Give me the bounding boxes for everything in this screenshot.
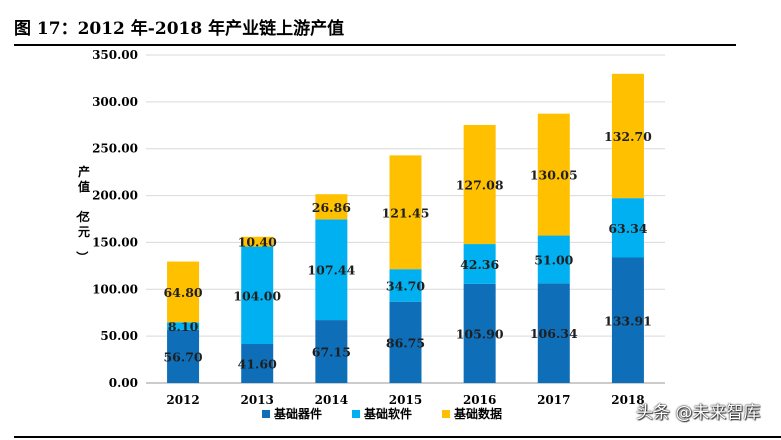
data-label: 106.34	[530, 326, 578, 341]
x-tick-label: 2018	[611, 393, 644, 407]
x-tick-label: 2015	[389, 393, 422, 407]
bar-segment	[315, 194, 348, 220]
data-label: 105.90	[456, 326, 504, 341]
data-label: 86.75	[386, 335, 425, 350]
legend-label: 基础软件	[363, 406, 412, 421]
bar-segment	[241, 246, 274, 345]
data-label: 51.00	[534, 252, 573, 267]
bar-segment	[463, 244, 496, 284]
legend-label: 基础数据	[453, 406, 502, 421]
bar-segment	[611, 257, 644, 383]
y-tick-label: 150.00	[92, 235, 138, 249]
data-label: 56.70	[163, 349, 202, 364]
title-bar: 图 17：2012 年-2018 年产业链上游产值	[0, 0, 781, 48]
bar-segment	[167, 329, 200, 383]
legend-swatch	[442, 410, 450, 418]
data-label: 34.70	[386, 278, 425, 293]
data-label: 127.08	[456, 178, 504, 193]
bar-segment	[463, 124, 496, 245]
bar-segment	[463, 283, 496, 383]
bar-segment	[315, 320, 348, 383]
x-tick-label: 2014	[315, 393, 348, 407]
data-label: 130.05	[530, 168, 578, 183]
x-tick-label: 2017	[537, 393, 570, 407]
bar-segment	[389, 301, 422, 383]
bar-segment	[611, 73, 644, 199]
y-tick-label: 200.00	[92, 189, 138, 203]
title-underline	[14, 44, 736, 46]
data-label: 41.60	[238, 357, 277, 372]
bar-segment	[611, 198, 644, 258]
data-label: 42.36	[460, 257, 499, 272]
bar-segment	[241, 344, 274, 383]
x-tick-label: 2016	[463, 393, 496, 407]
data-label: 63.34	[608, 221, 647, 236]
legend-swatch	[352, 410, 360, 418]
bar-segment	[537, 235, 570, 284]
bottom-divider	[14, 436, 781, 438]
y-tick-label: 100.00	[92, 282, 138, 296]
bar-segment	[537, 113, 570, 236]
bar-segment	[167, 322, 200, 330]
bar-segment	[389, 155, 422, 270]
bar-segment	[315, 219, 348, 321]
chart-title: 图 17：2012 年-2018 年产业链上游产值	[14, 19, 345, 39]
legend-swatch	[262, 410, 270, 418]
watermark-text: 头条 @未来智库	[636, 403, 761, 423]
y-tick-label: 300.00	[92, 95, 138, 109]
y-tick-label: 0.00	[109, 376, 138, 390]
data-label: 10.40	[238, 235, 277, 250]
data-label: 107.44	[307, 263, 355, 278]
data-label: 8.10	[168, 319, 199, 334]
legend-label: 基础器件	[273, 406, 322, 421]
data-label: 26.86	[312, 200, 351, 215]
x-tick-label: 2012	[166, 393, 199, 407]
data-label: 104.00	[233, 288, 281, 303]
data-label: 132.70	[604, 129, 652, 144]
data-label: 64.80	[163, 285, 202, 300]
y-axis-label: 产值（亿元）	[75, 164, 90, 263]
bar-segment	[537, 283, 570, 383]
y-tick-label: 250.00	[92, 142, 138, 156]
data-label: 121.45	[382, 205, 430, 220]
bar-segment	[241, 236, 274, 247]
x-tick-label: 2013	[241, 393, 274, 407]
y-tick-label: 50.00	[100, 329, 138, 343]
data-label: 133.91	[604, 313, 652, 328]
data-label: 67.15	[312, 345, 351, 360]
bar-segment	[167, 261, 200, 323]
bar-segment	[389, 269, 422, 302]
y-tick-label: 350.00	[92, 48, 138, 62]
